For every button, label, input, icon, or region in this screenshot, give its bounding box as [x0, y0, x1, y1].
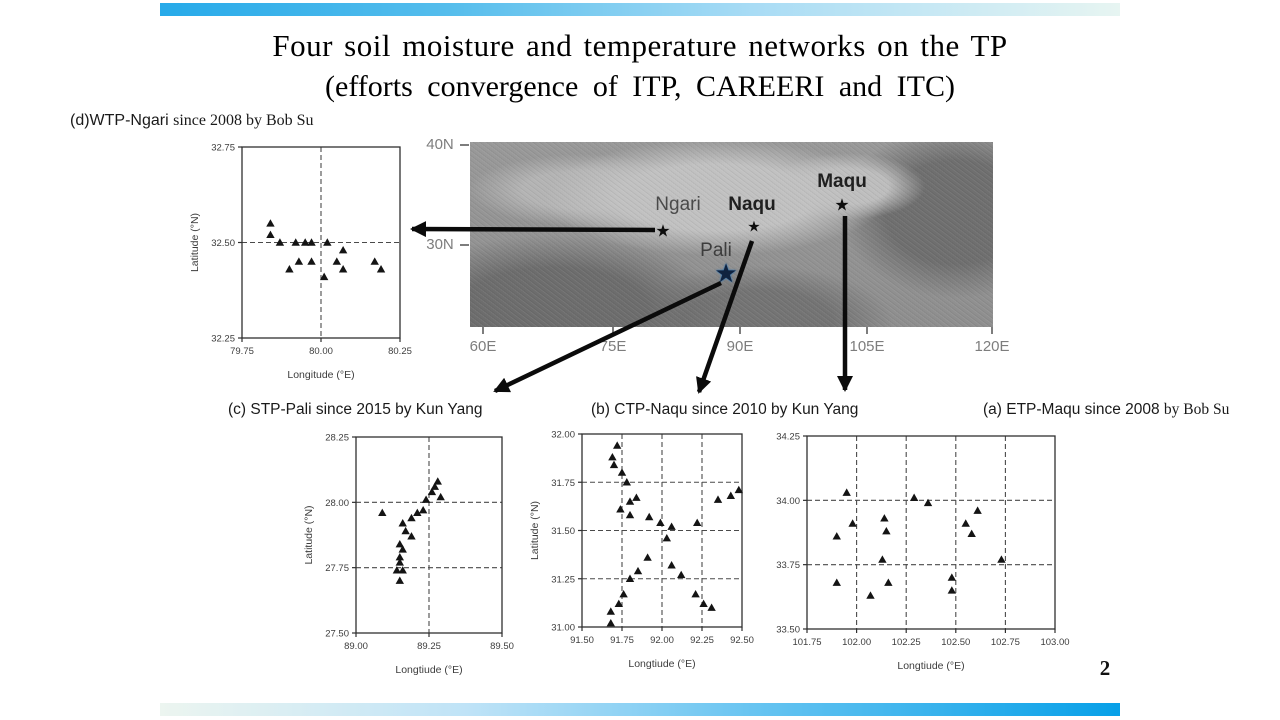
chart-d-title-sans: (d)WTP-Ngari [70, 112, 174, 129]
svg-text:102.50: 102.50 [941, 637, 970, 648]
svg-text:32.75: 32.75 [211, 143, 235, 154]
chart-a-title-sans: (a) ETP-Maqu since 2008 [983, 401, 1164, 418]
svg-text:89.00: 89.00 [344, 641, 368, 652]
maqu-star-icon: ★ [834, 195, 850, 215]
map-xtick-90E: 90E [726, 338, 754, 355]
chart-c-title-sans: (c) STP-Pali since 2015 by Kun Yang [228, 401, 483, 418]
chart-b-title: (b) CTP-Naqu since 2010 by Kun Yang [591, 401, 858, 419]
bottom-gradient-bar [160, 703, 1120, 716]
chart-d-xlabel: Longitude (°E) [287, 369, 354, 381]
svg-text:34.00: 34.00 [776, 496, 800, 507]
chart-ctp-naqu: 91.50 91.75 92.00 92.25 92.50 31.00 31.25 31.50… [520, 422, 768, 688]
chart-etp-maqu: 101.75 102.00 102.25 102.50 102.75 103.00 33.5… [745, 424, 1081, 690]
svg-text:33.50: 33.50 [776, 625, 800, 636]
chart-a-svg: 101.75 102.00 102.25 102.50 102.75 103.00 33.5… [776, 432, 1069, 673]
svg-text:34.25: 34.25 [776, 432, 800, 443]
chart-b-xlabel: Longtiude (°E) [628, 658, 695, 670]
chart-stp-pali: 89.00 89.25 89.50 27.50 27.75 28.00 28.25 Longt… [294, 425, 528, 694]
svg-text:89.50: 89.50 [490, 641, 514, 652]
chart-a-title: (a) ETP-Maqu since 2008 by Bob Su [983, 401, 1229, 419]
svg-text:32.25: 32.25 [211, 334, 235, 345]
chart-b-svg: 91.50 91.75 92.00 92.25 92.50 31.00 31.25 31.50… [529, 430, 754, 671]
slide-title-line2: (efforts convergence of ITP, CAREERI and… [325, 70, 955, 103]
svg-text:31.50: 31.50 [551, 526, 575, 537]
map-xtick-mark [866, 327, 868, 334]
svg-text:102.25: 102.25 [892, 637, 921, 648]
svg-text:79.75: 79.75 [230, 346, 254, 357]
ngari-star-icon: ★ [655, 221, 671, 241]
svg-text:102.00: 102.00 [842, 637, 871, 648]
map-label-naqu: Naqu [728, 194, 776, 215]
page-number: 2 [1099, 656, 1111, 680]
map-ytick-40N: 40N [426, 136, 454, 153]
svg-text:102.75: 102.75 [991, 637, 1020, 648]
chart-b-title-sans: (b) CTP-Naqu since 2010 by Kun Yang [591, 401, 859, 418]
naqu-star-icon: ★ [747, 218, 761, 236]
svg-text:31.75: 31.75 [551, 478, 575, 489]
tibetan-plateau-map [470, 142, 993, 327]
map-ytick-mark [460, 244, 469, 246]
chart-c-svg: 89.00 89.25 89.50 27.50 27.75 28.00 28.25 Longt… [303, 433, 514, 677]
chart-c-title: (c) STP-Pali since 2015 by Kun Yang [228, 401, 482, 419]
svg-text:80.25: 80.25 [388, 346, 412, 357]
map-xtick-mark [612, 327, 614, 334]
map-ytick-30N: 30N [426, 236, 454, 253]
chart-d-title: (d)WTP-Ngari since 2008 by Bob Su [70, 112, 314, 130]
map-xtick-75E: 75E [599, 338, 627, 355]
map-xtick-60E: 60E [469, 338, 497, 355]
pali-star-icon: ★ [714, 258, 738, 288]
chart-c-xlabel: Longtiude (°E) [395, 664, 462, 676]
chart-wtp-ngari: 79.75 80.00 80.25 32.25 32.50 32.75 Longitude … [180, 135, 426, 399]
chart-b-ylabel: Latitude (°N) [529, 501, 541, 560]
svg-text:103.00: 103.00 [1040, 637, 1069, 648]
svg-text:91.50: 91.50 [570, 635, 594, 646]
svg-text:92.50: 92.50 [730, 635, 754, 646]
map-xtick-mark [482, 327, 484, 334]
svg-text:32.00: 32.00 [551, 430, 575, 441]
chart-d-title-serif: since 2008 by Bob Su [173, 112, 314, 129]
map-xtick-105E: 105E [849, 338, 885, 355]
chart-d-ylabel: Latitude (°N) [189, 213, 201, 272]
svg-text:31.25: 31.25 [551, 574, 575, 585]
svg-text:92.25: 92.25 [690, 635, 714, 646]
svg-text:80.00: 80.00 [309, 346, 333, 357]
map-xtick-mark [739, 327, 741, 334]
map-label-ngari: Ngari [655, 194, 701, 215]
chart-a-title-serif: by Bob Su [1163, 401, 1230, 418]
svg-text:89.25: 89.25 [417, 641, 441, 652]
map-label-maqu: Maqu [817, 171, 867, 192]
map-xtick-120E: 120E [974, 338, 1010, 355]
top-gradient-bar [160, 3, 1120, 16]
svg-text:28.25: 28.25 [325, 433, 349, 444]
svg-text:92.00: 92.00 [650, 635, 674, 646]
svg-text:91.75: 91.75 [610, 635, 634, 646]
svg-text:27.75: 27.75 [325, 563, 349, 574]
map-xtick-mark [991, 327, 993, 334]
chart-d-svg: 79.75 80.00 80.25 32.25 32.50 32.75 Longitude … [189, 143, 412, 382]
chart-a-xlabel: Longtiude (°E) [897, 660, 964, 672]
svg-text:101.75: 101.75 [792, 637, 821, 648]
svg-text:32.50: 32.50 [211, 238, 235, 249]
svg-text:33.75: 33.75 [776, 560, 800, 571]
map-ytick-mark [460, 144, 469, 146]
svg-text:27.50: 27.50 [325, 629, 349, 640]
svg-text:31.00: 31.00 [551, 623, 575, 634]
chart-c-ylabel: Latitude (°N) [303, 505, 315, 564]
svg-text:28.00: 28.00 [325, 498, 349, 509]
slide-title-line1: Four soil moisture and temperature netwo… [272, 28, 1008, 63]
